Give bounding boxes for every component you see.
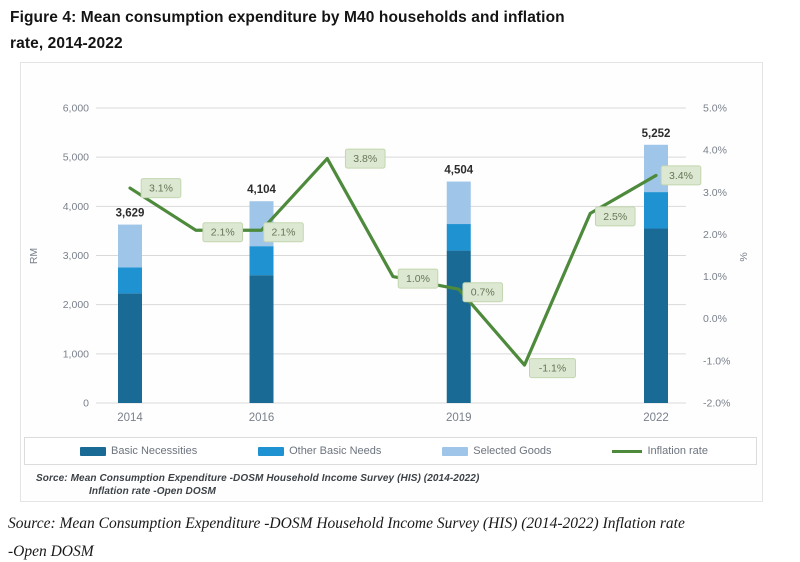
inflation-point-label: 2.1% bbox=[202, 222, 244, 243]
bar-segment-other-basic-needs bbox=[446, 224, 471, 251]
right-axis-tick-label: 4.0% bbox=[703, 145, 727, 157]
inflation-point-label: 3.4% bbox=[660, 165, 702, 186]
legend-label: Selected Goods bbox=[473, 445, 552, 457]
inflation-point-label: 1.0% bbox=[397, 268, 439, 289]
legend-label: Basic Necessities bbox=[111, 445, 198, 457]
figure-title-line2: rate, 2014-2022 bbox=[10, 35, 123, 52]
legend-swatch bbox=[80, 446, 106, 456]
inflation-point-label-box bbox=[263, 222, 304, 243]
legend-swatch bbox=[258, 446, 285, 456]
right-axis-tick-label: 2.0% bbox=[703, 229, 727, 241]
figure-title-line1: Figure 4: Mean consumption expenditure b… bbox=[10, 9, 565, 26]
inflation-point-label-text: 3.8% bbox=[353, 153, 377, 165]
right-axis-tick-label: 5.0% bbox=[703, 103, 727, 115]
bar-segment-basic-necessities bbox=[118, 293, 142, 403]
right-axis-tick-label: 0.0% bbox=[703, 313, 727, 325]
bar-segment-other-basic-needs bbox=[249, 246, 274, 276]
legend-item-other-basic-needs: Other Basic Needs bbox=[258, 445, 381, 457]
legend-swatch bbox=[442, 446, 469, 456]
inflation-point-label-text: 2.1% bbox=[272, 227, 296, 239]
left-axis-title: RM bbox=[28, 248, 40, 264]
bar-segment-basic-necessities bbox=[249, 275, 274, 403]
inflation-point-label-box bbox=[140, 178, 182, 199]
legend-item-basic-necessities: Basic Necessities bbox=[80, 445, 197, 457]
bar-segment-selected-goods bbox=[118, 224, 142, 268]
bar-segment-selected-goods bbox=[446, 181, 471, 225]
inflation-point-label-text: 3.1% bbox=[149, 183, 173, 195]
inflation-point-label-box bbox=[344, 148, 386, 169]
inflation-point-label: 0.7% bbox=[462, 282, 504, 303]
inflation-point-label: 3.8% bbox=[344, 148, 386, 169]
legend-item-selected-goods: Selected Goods bbox=[442, 445, 552, 457]
chart-source-note-line1: Sorce: Mean Consumption Expenditure -DOS… bbox=[36, 473, 480, 484]
bar-segment-other-basic-needs bbox=[118, 267, 142, 294]
right-axis-title: % bbox=[738, 252, 750, 261]
inflation-point-label: 2.5% bbox=[594, 206, 636, 227]
inflation-point-label: 3.1% bbox=[140, 178, 182, 199]
figure-caption-line2: -Open DOSM bbox=[8, 543, 94, 560]
x-axis-tick-label: 2022 bbox=[643, 412, 669, 424]
x-axis-tick-label: 2014 bbox=[117, 412, 143, 424]
bar-segment-basic-necessities bbox=[644, 228, 668, 403]
inflation-point-label-box bbox=[462, 282, 504, 303]
legend-label: Inflation rate bbox=[647, 445, 708, 457]
inflation-point-label-box bbox=[397, 268, 439, 289]
legend-label: Other Basic Needs bbox=[289, 445, 382, 457]
bar-segment-other-basic-needs bbox=[644, 192, 668, 229]
chart-source-note: Sorce: Mean Consumption Expenditure -DOS… bbox=[36, 472, 479, 498]
inflation-rate-line bbox=[128, 156, 658, 367]
legend-item-inflation-rate: Inflation rate bbox=[612, 445, 708, 457]
left-axis-tick-label: 3,000 bbox=[63, 250, 89, 262]
left-axis-tick-label: 5,000 bbox=[63, 152, 89, 164]
right-axis-tick-label: 3.0% bbox=[703, 187, 727, 199]
chart-panel: 0 1,000 2,000 3,000 4,000 5,000 6,000 -2.0% -1.0… bbox=[20, 62, 763, 502]
inflation-point-label-text: -1.1% bbox=[539, 363, 566, 375]
figure-caption-line1: Source: Mean Consumption Expenditure -DO… bbox=[8, 515, 685, 532]
figure-title: Figure 4: Mean consumption expenditure b… bbox=[10, 5, 780, 57]
bar-total-label: 3,629 bbox=[116, 208, 145, 220]
bar-segment-basic-necessities bbox=[446, 250, 471, 403]
left-axis-tick-label: 4,000 bbox=[63, 201, 89, 213]
chart-source-note-line2: Inflation rate -Open DOSM bbox=[89, 486, 216, 497]
right-axis-tick-label: 1.0% bbox=[703, 271, 727, 283]
bar-total-label: 4,104 bbox=[247, 184, 276, 196]
left-axis-tick-label: 2,000 bbox=[63, 299, 89, 311]
x-axis-tick-label: 2019 bbox=[446, 412, 472, 424]
inflation-point-label-text: 2.5% bbox=[603, 211, 627, 223]
combo-chart: 0 1,000 2,000 3,000 4,000 5,000 6,000 -2.0% -1.0… bbox=[28, 103, 750, 425]
legend-line-swatch bbox=[612, 449, 643, 453]
left-axis-tick-label: 0 bbox=[83, 398, 89, 410]
chart-legend: Basic Necessities Other Basic Needs Select… bbox=[24, 437, 757, 465]
inflation-point-label-box bbox=[660, 165, 702, 186]
inflation-point-label-text: 0.7% bbox=[471, 287, 495, 299]
figure-caption: Source: Mean Consumption Expenditure -DO… bbox=[8, 510, 792, 562]
inflation-point-label-text: 1.0% bbox=[406, 273, 430, 285]
x-axis-tick-label: 2016 bbox=[249, 412, 275, 424]
right-axis-tick-label: -2.0% bbox=[703, 398, 730, 410]
inflation-point-label-text: 3.4% bbox=[669, 170, 693, 182]
inflation-point-label-text: 2.1% bbox=[211, 227, 235, 239]
left-axis-tick-label: 1,000 bbox=[63, 348, 89, 360]
left-axis-tick-label: 6,000 bbox=[63, 103, 89, 115]
inflation-point-label-box bbox=[202, 222, 244, 243]
inflation-point-label-box bbox=[594, 206, 636, 227]
right-axis-tick-label: -1.0% bbox=[703, 355, 730, 367]
bar-total-label: 5,252 bbox=[642, 128, 671, 140]
bar-total-label: 4,504 bbox=[444, 165, 473, 177]
inflation-point-label-box bbox=[529, 358, 576, 379]
inflation-point-label: -1.1% bbox=[529, 358, 576, 379]
inflation-point-label: 2.1% bbox=[263, 222, 304, 243]
